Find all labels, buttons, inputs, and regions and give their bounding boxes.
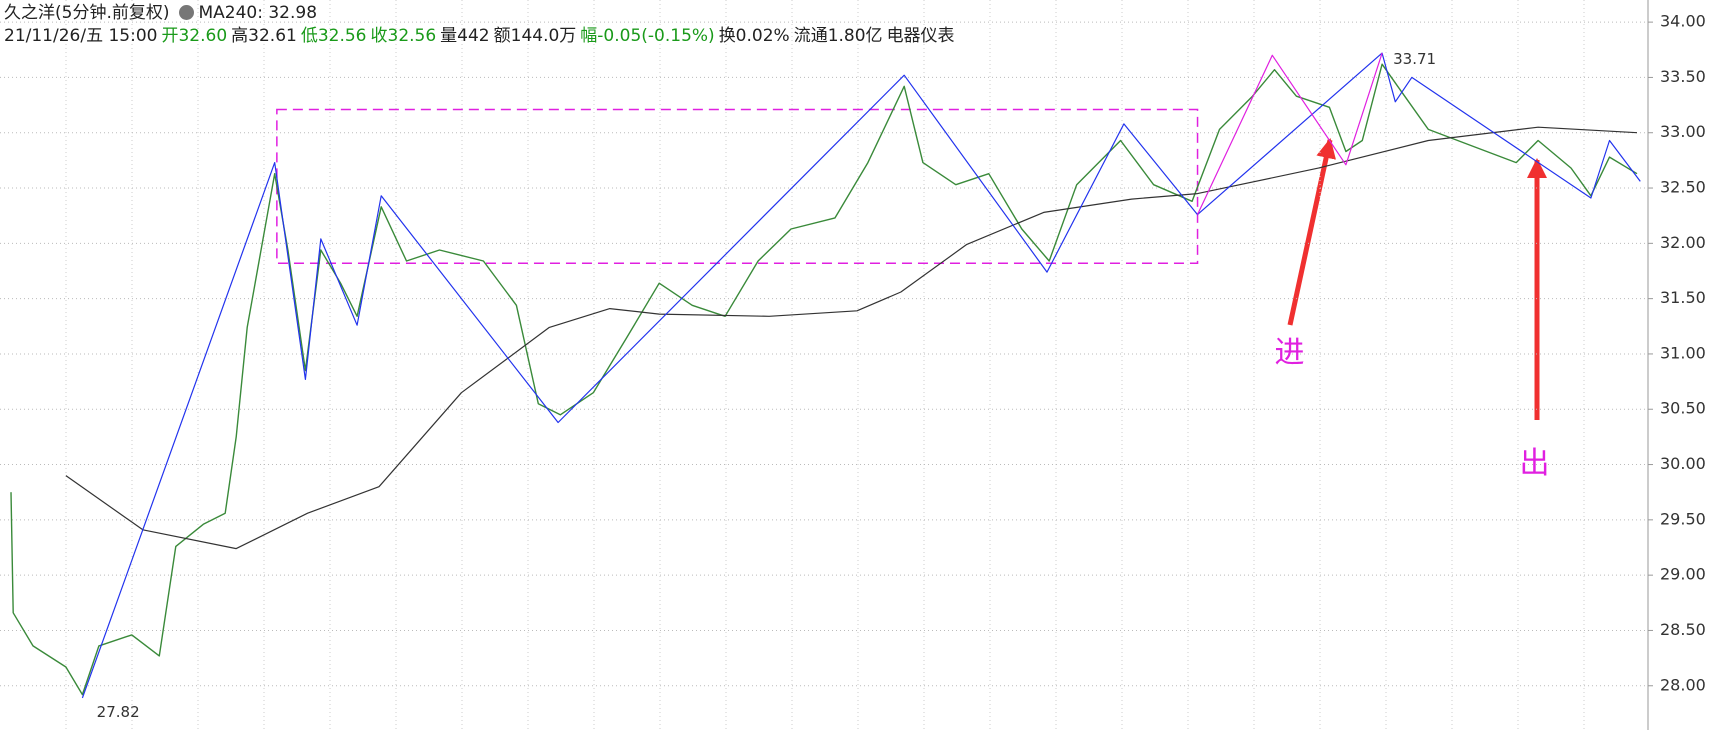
y-tick-label: 28.00 <box>1660 675 1706 694</box>
quote-item: 开32.60 <box>161 26 228 46</box>
y-tick-label: 31.00 <box>1660 343 1706 362</box>
series-line <box>1196 52 1383 215</box>
header-line-1: 久之洋(5分钟.前复权) MA240: 32.98 <box>4 2 959 25</box>
annotation: 进 <box>1274 335 1304 370</box>
header: 久之洋(5分钟.前复权) MA240: 32.98 21/11/26/五 15:0… <box>4 2 959 48</box>
quote-item: 换0.02% <box>718 26 790 46</box>
quote-item: 量442 <box>440 26 490 46</box>
y-tick-label: 29.00 <box>1660 565 1706 584</box>
quote-item: 幅-0.05(-0.15%) <box>580 26 715 46</box>
y-tick-label: 32.50 <box>1660 178 1706 197</box>
annotation: 33.71 <box>1393 50 1436 68</box>
y-tick-label: 33.00 <box>1660 122 1706 141</box>
y-tick-label: 33.50 <box>1660 67 1706 86</box>
y-tick-label: 32.00 <box>1660 233 1706 252</box>
y-tick-label: 34.00 <box>1660 12 1706 31</box>
quote-item: 电器仪表 <box>886 26 955 46</box>
series-line <box>81 52 1641 699</box>
quote-item: 低32.56 <box>300 26 367 46</box>
annotation: 出 <box>1519 446 1549 481</box>
title: 久之洋(5分钟.前复权) <box>4 3 170 23</box>
quote-item: 高32.61 <box>231 26 297 46</box>
entry-arrow <box>1287 138 1336 326</box>
series-line <box>10 63 1638 696</box>
y-tick-label: 30.00 <box>1660 454 1706 473</box>
ma-label: MA240: 32.98 <box>198 3 318 23</box>
quote-item: 收32.56 <box>370 26 437 46</box>
y-tick-label: 29.50 <box>1660 509 1706 528</box>
y-tick-label: 31.50 <box>1660 288 1706 307</box>
header-line-2: 21/11/26/五 15:00 开32.60 高32.61 低32.56 收32.56… <box>4 25 959 48</box>
series-line <box>65 126 1638 550</box>
quote-item: 额144.0万 <box>493 26 577 46</box>
y-tick-label: 28.50 <box>1660 620 1706 639</box>
quote-item: 21/11/26/五 15:00 <box>4 26 158 46</box>
y-tick-label: 30.50 <box>1660 399 1706 418</box>
check-icon <box>179 5 195 20</box>
range-box <box>276 108 1199 264</box>
annotation: 27.82 <box>97 703 140 721</box>
quote-item: 流通1.80亿 <box>793 26 883 46</box>
